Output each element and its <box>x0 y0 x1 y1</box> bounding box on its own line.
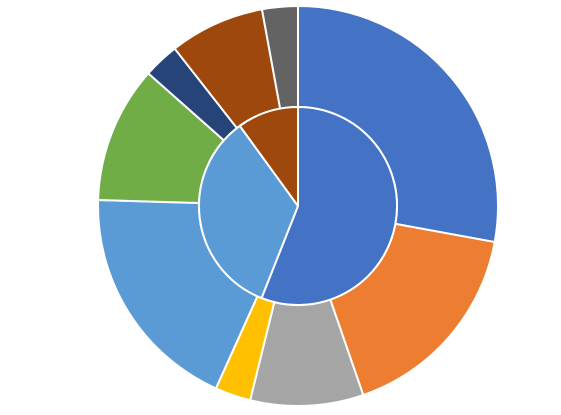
inner-ring <box>198 106 398 306</box>
inner-ring-slice-2 <box>198 124 299 300</box>
inner-ring-slice-1 <box>260 106 398 306</box>
outer-ring <box>97 5 499 407</box>
inner-ring-slice-3 <box>238 106 299 207</box>
